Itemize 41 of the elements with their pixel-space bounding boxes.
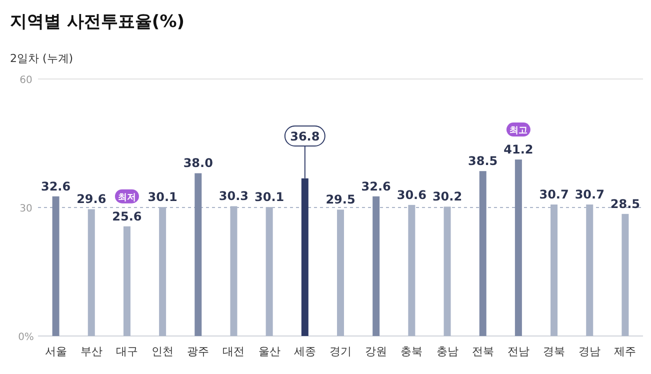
x-tick-label: 부산 [80,345,102,358]
x-tick-label: 대구 [116,345,138,358]
annotation: 최고 [509,126,528,136]
x-tick-label: 전남 [507,345,530,358]
x-tick-label: 대전 [222,345,245,358]
data-label: 30.7 [574,188,604,202]
x-tick-label: 서울 [44,345,67,358]
x-tick-label: 울산 [258,345,280,358]
x-tick-label: 전북 [472,345,494,358]
x-tick-label: 세종 [294,345,316,358]
y-tick-label: 0% [18,332,34,343]
data-label: 30.1 [148,190,178,204]
x-tick-label: 경기 [330,345,352,358]
data-label: 29.6 [76,192,106,206]
x-tick-label: 경북 [543,345,566,358]
data-label: 25.6 [112,209,142,224]
annotation: 36.8 [290,130,320,144]
data-label: 32.6 [361,179,391,194]
y-tick-label: 30 [20,204,32,214]
data-label: 38.0 [183,156,213,170]
x-tick-label: 경남 [578,345,601,358]
y-tick-label: 60 [20,75,32,86]
annotation: 최저 [118,192,136,203]
data-label: 28.5 [610,196,640,211]
data-label: 30.1 [254,190,284,204]
x-tick-label: 제주 [614,345,636,358]
x-tick-label: 충남 [436,345,458,358]
data-label: 41.2 [504,142,534,157]
chart-title: 지역별 사전투표율(%) [10,12,184,32]
data-label: 38.5 [468,154,498,168]
x-tick-label: 인천 [152,345,174,358]
data-label: 30.7 [539,188,569,202]
x-tick-label: 강원 [365,345,388,358]
x-tick-label: 광주 [187,345,210,358]
data-label: 30.6 [396,188,426,202]
data-label: 30.2 [432,190,462,204]
data-label: 32.6 [40,179,71,194]
data-label: 29.5 [326,192,356,207]
x-tick-label: 충북 [400,345,423,358]
chart-subtitle: 2일차 (누계) [10,52,74,65]
data-label: 30.3 [218,189,249,204]
